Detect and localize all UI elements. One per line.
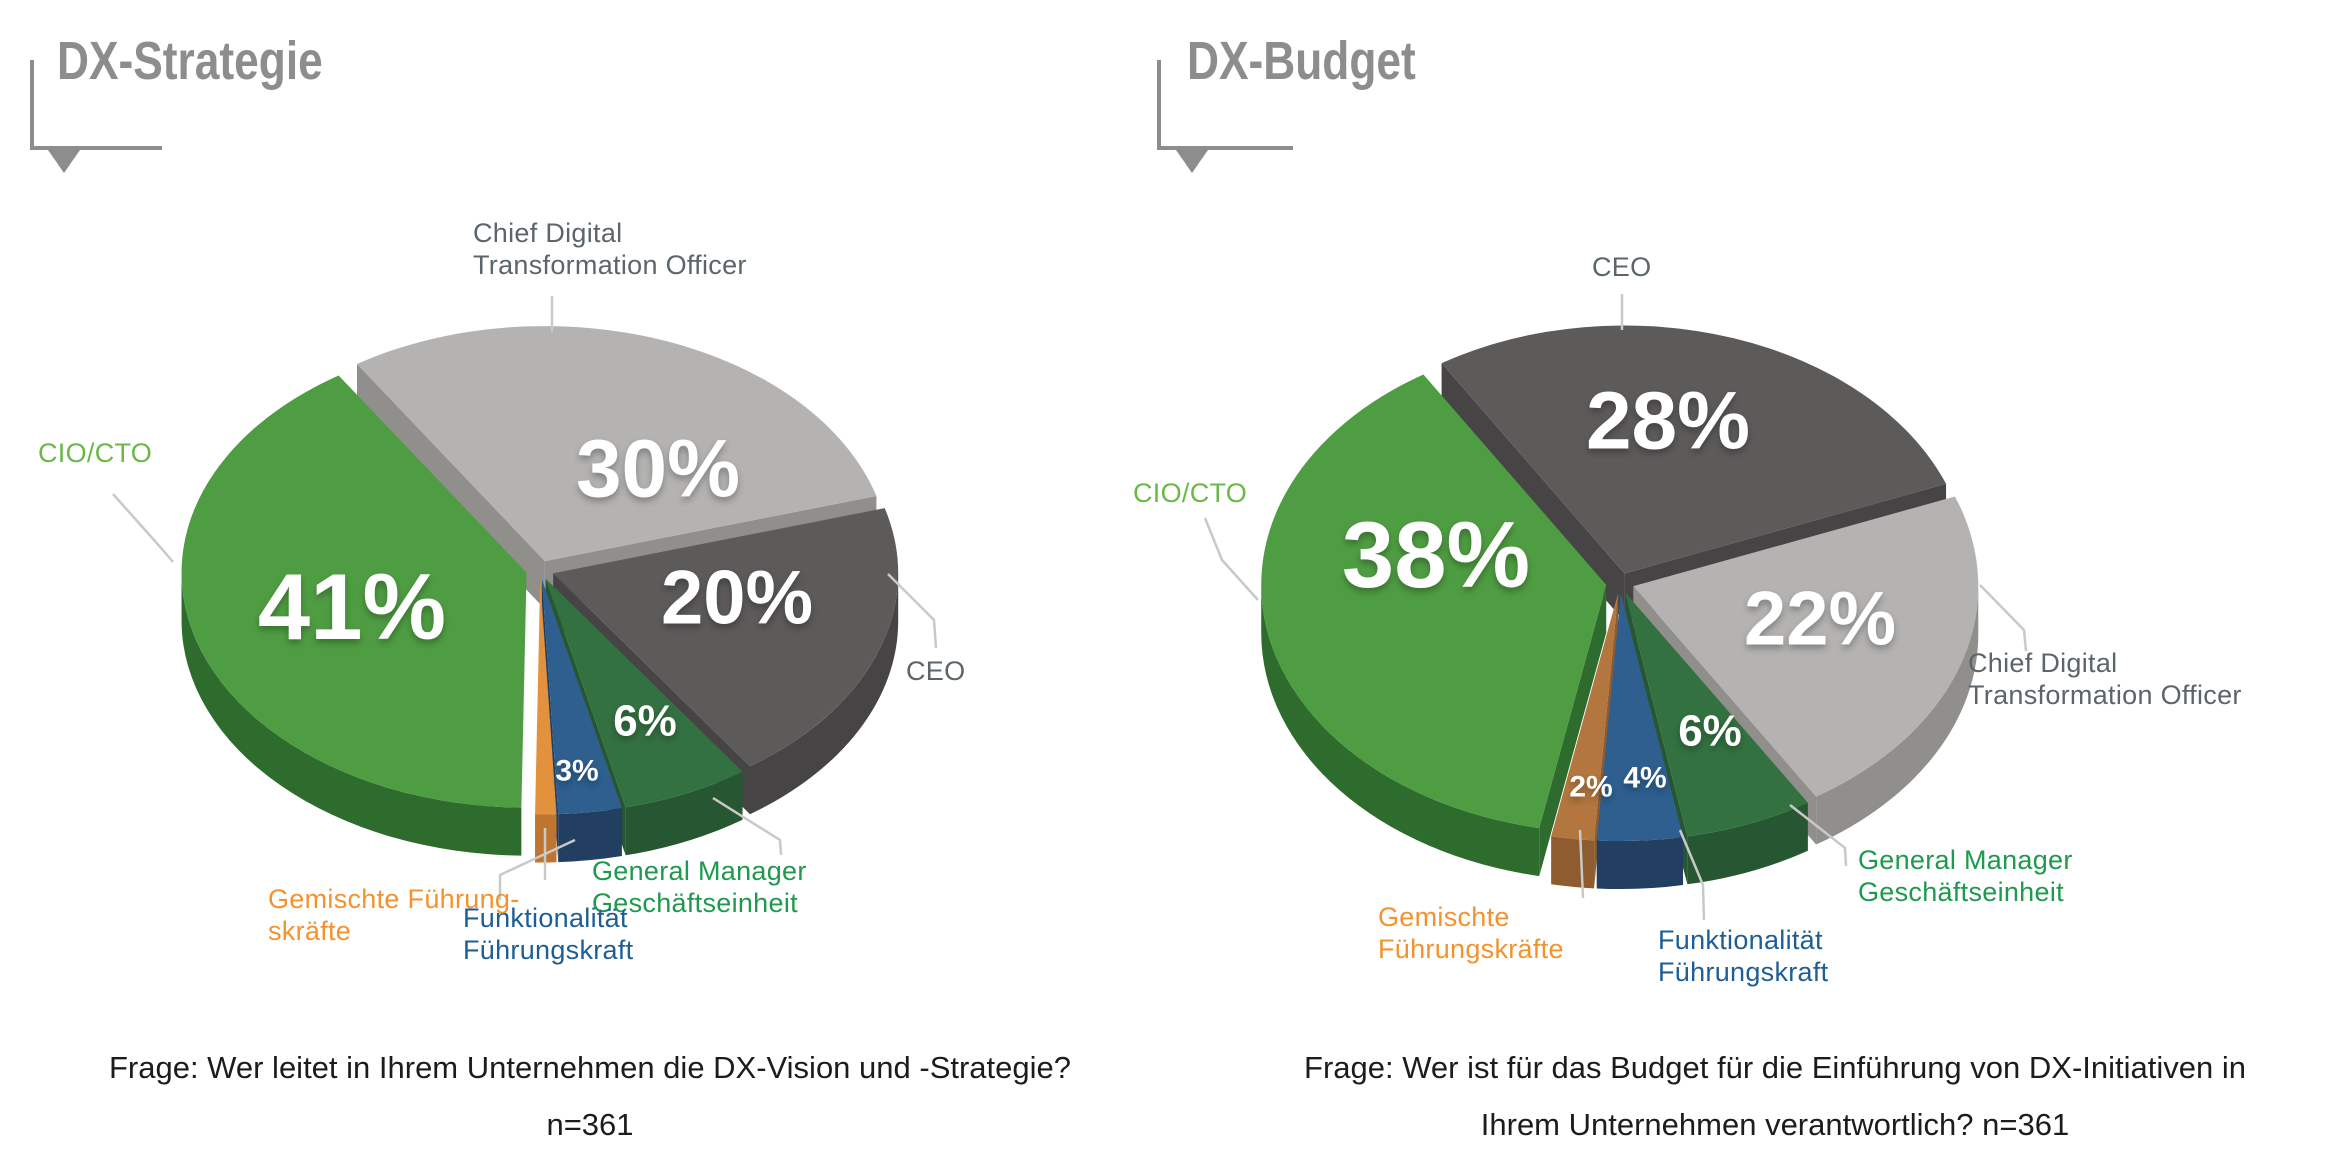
- pie-slice-funkt-top: [541, 579, 622, 815]
- title-bracket-right-vertical: [1157, 60, 1161, 148]
- value-label-gm: 6%: [613, 696, 677, 745]
- leader-line-11: [1578, 829, 1585, 899]
- pie-slice-gm-top: [1625, 592, 1808, 837]
- slice-label-funkt-left: Funktionalität Führungskraft: [463, 903, 633, 967]
- caption-n-left: n=361: [546, 1107, 634, 1142]
- label-line: Geschäftseinheit: [592, 887, 798, 918]
- pie-slice-cio-top: [1261, 374, 1607, 829]
- value-label-funkt: 4%: [1623, 762, 1666, 795]
- label-line: General Manager: [1858, 845, 2073, 875]
- title-bracket-left-horizontal: [30, 146, 162, 150]
- slice-label-gm-right: General Manager Geschäftseinheit: [1858, 845, 2073, 909]
- slice-label-gem-left: Gemischte Führung- skräfte: [268, 884, 520, 948]
- slice-label-ceo-left: CEO: [906, 656, 965, 688]
- value-label-cdto: 30%: [576, 424, 740, 515]
- slice-label-cio-left: CIO/CTO: [38, 438, 152, 470]
- label-line: Funktionalität: [1658, 925, 1823, 955]
- leader-line-2: [887, 573, 938, 649]
- pie-slice-gem-top: [535, 579, 557, 815]
- leader-line-10: [1678, 829, 1706, 921]
- title-bracket-left-vertical: [30, 60, 34, 148]
- leader-line-8: [1979, 584, 2028, 652]
- label-line: Führungskraft: [463, 934, 634, 965]
- pie-slice-cdto-top: [356, 326, 877, 562]
- leader-lines: [112, 294, 2028, 921]
- page-title-dx-budget: DX-Budget: [1187, 31, 1416, 91]
- title-arrow-left-icon: [48, 150, 80, 173]
- value-label-ceo: 28%: [1586, 376, 1750, 467]
- page-title-dx-strategie: DX-Strategie: [57, 31, 323, 91]
- leader-line-3: [712, 796, 783, 856]
- value-label-cdto: 22%: [1744, 577, 1896, 662]
- label-line: Chief Digital: [1968, 648, 2118, 678]
- value-label-gm: 6%: [1678, 706, 1742, 755]
- label-line: CEO: [906, 656, 966, 686]
- value-label-cio: 38%: [1342, 502, 1530, 607]
- value-label-gem: 2%: [1569, 771, 1612, 804]
- pie-slice-gm-rim: [625, 771, 743, 856]
- title-arrow-right-icon: [1176, 150, 1208, 173]
- label-line: CIO/CTO: [38, 438, 153, 468]
- title-bracket-right-horizontal: [1157, 146, 1293, 150]
- pie-slice-ceo-top: [1441, 325, 1947, 574]
- pie-slice-cdto-top: [1633, 496, 1979, 797]
- caption-question-left: Frage: Wer leitet in Ihrem Unternehmen d…: [108, 1050, 1072, 1085]
- pie-slice-gm-rim: [1687, 802, 1808, 885]
- label-line: Gemischte: [1378, 902, 1510, 932]
- pie-slice-funkt-top: [1596, 593, 1684, 842]
- label-line: Chief Digital: [473, 218, 623, 248]
- leader-line-4: [498, 838, 576, 900]
- label-line: Transformation Officer: [473, 249, 747, 280]
- pie-slice-cio-cutface: [1539, 584, 1607, 877]
- label-line: CEO: [1592, 252, 1652, 282]
- label-line: Führungskräfte: [1378, 933, 1564, 964]
- pie-slice-gem-rim: [1551, 836, 1595, 889]
- pie-dx-strategie: 30% 20% 6% 3% 41%: [181, 326, 899, 863]
- value-label-funkt: 3%: [555, 755, 598, 788]
- caption-left: Frage: Wer leitet in Ihrem Unternehmen d…: [70, 1050, 1110, 1164]
- slice-label-gem-right: Gemischte Führungskräfte: [1378, 902, 1564, 966]
- value-label-ceo: 20%: [661, 556, 813, 641]
- slice-label-cdto-left: Chief Digital Transformation Officer: [473, 218, 747, 282]
- slice-label-gm-left: General Manager Geschäftseinheit: [592, 856, 807, 920]
- pie-slice-funkt-rim: [558, 808, 622, 863]
- pie-dx-budget: 28% 22%6% 4% 2% 38%: [1261, 325, 1979, 890]
- leader-line-9: [1789, 804, 1848, 867]
- label-line: Funktionalität: [463, 903, 628, 933]
- pie-slice-gem-top: [1551, 592, 1619, 841]
- label-line: Führungskraft: [1658, 956, 1829, 987]
- pie-slice-cdto-rim: [1816, 586, 1979, 845]
- pie-slice-cio-rim: [1261, 584, 1540, 877]
- slice-label-ceo-right: CEO: [1592, 252, 1651, 284]
- label-line: Geschäftseinheit: [1858, 876, 2064, 907]
- slice-label-cdto-right: Chief Digital Transformation Officer: [1968, 648, 2242, 712]
- leader-line-1: [112, 493, 174, 563]
- caption-right: Frage: Wer ist für das Budget für die Ei…: [1230, 1050, 2320, 1164]
- pie-slice-funkt-rim: [1596, 836, 1684, 890]
- caption-n-right: Ihrem Unternehmen verantwortlich? n=361: [1480, 1107, 2070, 1142]
- leader-line-7: [1203, 517, 1259, 601]
- label-line: skräfte: [268, 915, 352, 946]
- label-line: CIO/CTO: [1133, 478, 1248, 508]
- pie-slice-cio-top: [181, 375, 527, 808]
- label-line: Gemischte Führung-: [268, 884, 520, 914]
- caption-question-right: Frage: Wer ist für das Budget für die Ei…: [1304, 1050, 2246, 1085]
- value-label-cio: 41%: [258, 554, 446, 659]
- pie-slice-gm-top: [545, 578, 743, 808]
- label-line: General Manager: [592, 856, 807, 886]
- pie-slice-ceo-rim: [750, 573, 899, 815]
- pie-slice-ceo-top: [553, 508, 899, 767]
- label-line: Transformation Officer: [1968, 679, 2242, 710]
- slice-label-cio-right: CIO/CTO: [1133, 478, 1247, 510]
- slice-label-funkt-right: Funktionalität Führungskraft: [1658, 925, 1828, 989]
- pie-slice-cio-rim: [181, 572, 522, 856]
